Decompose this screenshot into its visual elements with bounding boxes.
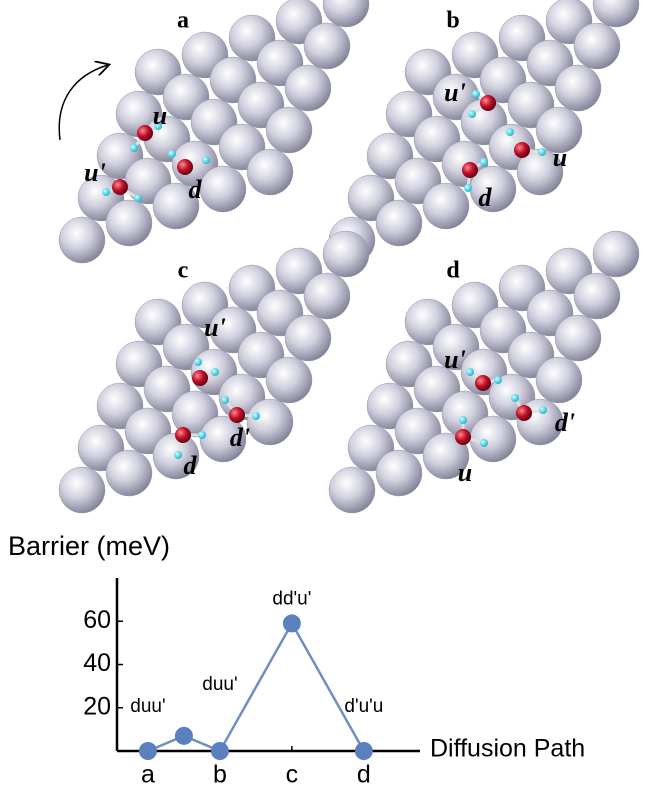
surface-atom — [285, 315, 331, 361]
atom-label: u — [553, 143, 567, 172]
surface-atom — [376, 450, 422, 496]
atom-label: u' — [84, 158, 106, 187]
hydrogen — [221, 396, 229, 404]
atom-label: d' — [230, 423, 250, 452]
atom-label: d' — [555, 408, 575, 437]
hydrogen — [511, 394, 519, 402]
oxygen — [177, 159, 193, 175]
oxygen — [516, 405, 532, 421]
surface-atom — [266, 357, 312, 403]
hydrogen — [538, 148, 546, 156]
atom-label: d — [479, 183, 493, 212]
point — [175, 727, 193, 745]
hydrogen — [480, 158, 488, 166]
y-axis-label: Barrier (meV) — [8, 531, 170, 561]
surface-atom — [376, 200, 422, 246]
point — [283, 614, 301, 632]
surface-atom — [304, 23, 350, 69]
surface-atom — [247, 399, 293, 445]
surface-atom — [536, 357, 582, 403]
point-label: dd'u' — [272, 588, 311, 609]
oxygen — [192, 370, 208, 386]
oxygen — [455, 429, 471, 445]
y-tick-label: 60 — [83, 606, 111, 634]
surface-atom — [285, 65, 331, 111]
surface-atom — [106, 200, 152, 246]
atom-label: u' — [444, 345, 466, 374]
surface-atom — [555, 65, 601, 111]
x-axis-label: Diffusion Path — [430, 735, 585, 763]
x-tick-label: d — [357, 761, 371, 789]
surface-atom — [574, 23, 620, 69]
oxygen — [229, 407, 245, 423]
panel-label: b — [446, 8, 459, 34]
point — [355, 742, 373, 760]
oxygen — [175, 427, 191, 443]
hydrogen — [480, 439, 488, 447]
surface-atom — [200, 166, 246, 212]
hydrogen — [102, 188, 110, 196]
hydrogen — [464, 184, 472, 192]
atom-label: d — [184, 451, 198, 480]
surface-atom — [329, 467, 375, 513]
hydrogen — [506, 128, 514, 136]
hydrogen — [494, 376, 502, 384]
point-label: d'u'u — [344, 696, 383, 717]
oxygen — [112, 179, 128, 195]
x-tick-label: a — [141, 761, 155, 789]
hydrogen — [539, 406, 547, 414]
surface-atom — [59, 467, 105, 513]
panel-label: a — [177, 8, 189, 34]
hydrogen — [472, 90, 480, 98]
atom-label: u' — [444, 78, 466, 107]
hydrogen — [252, 412, 260, 420]
hydrogen — [194, 358, 202, 366]
hydrogen — [168, 150, 176, 158]
point-label: duu' — [202, 674, 237, 695]
oxygen — [475, 375, 491, 391]
atom-label: u' — [204, 313, 226, 342]
y-tick-label: 20 — [83, 692, 111, 720]
surface-atom — [247, 149, 293, 195]
surface-atom — [555, 315, 601, 361]
surface-atom — [574, 273, 620, 319]
atom-label: u — [458, 458, 472, 487]
hydrogen — [134, 194, 142, 202]
oxygen — [462, 162, 478, 178]
surface-atom — [323, 231, 369, 277]
oxygen — [137, 125, 153, 141]
atom-label: d — [189, 175, 203, 204]
rotation-arrow — [59, 65, 108, 140]
y-tick-label: 40 — [83, 649, 111, 677]
x-tick-label: c — [286, 761, 299, 789]
hydrogen — [202, 156, 210, 164]
surface-atom — [470, 416, 516, 462]
oxygen — [480, 95, 496, 111]
point — [139, 742, 157, 760]
atom-label: u — [153, 101, 167, 130]
hydrogen — [466, 368, 474, 376]
hydrogen — [211, 368, 219, 376]
surface-atom — [266, 107, 312, 153]
hydrogen — [174, 451, 182, 459]
hydrogen — [459, 416, 467, 424]
point — [211, 742, 229, 760]
surface-atom — [423, 183, 469, 229]
surface-atom — [59, 217, 105, 263]
hydrogen — [130, 144, 138, 152]
panel-label: c — [178, 258, 189, 284]
surface-atom — [304, 273, 350, 319]
hydrogen — [198, 431, 206, 439]
point-label: duu' — [130, 696, 165, 717]
surface-atom — [593, 231, 639, 277]
oxygen — [514, 142, 530, 158]
hydrogen — [468, 110, 476, 118]
x-tick-label: b — [213, 761, 227, 789]
panel-label: d — [446, 258, 460, 284]
surface-atom — [106, 450, 152, 496]
figure: a u u' d b u' u d c u' d' d d u' d' u Barrier (meV) Diffu… — [0, 0, 654, 789]
